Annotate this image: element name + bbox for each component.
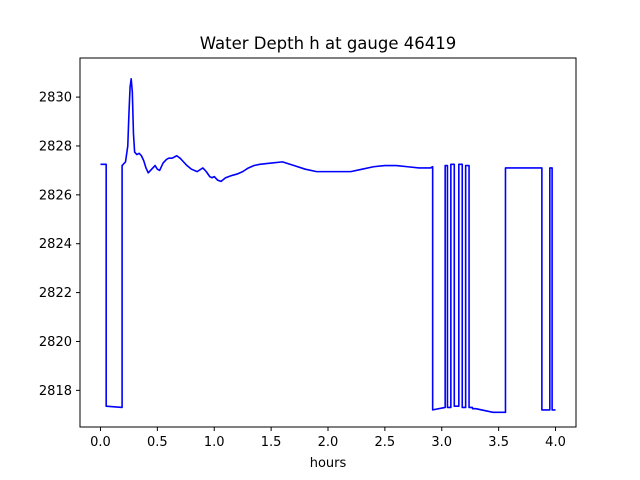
x-tick-label: 1.0 [204,435,225,450]
y-axis-ticks: 2818 2820 2822 2824 2826 2828 2830 [39,91,80,399]
x-tick-label: 2.0 [318,435,339,450]
x-tick-label: 0.5 [147,435,168,450]
x-tick-label: 3.0 [431,435,452,450]
x-tick-label: 0.0 [90,435,111,450]
y-tick-label: 2830 [39,91,72,106]
y-tick-label: 2824 [39,237,72,252]
y-tick-label: 2828 [39,139,72,154]
y-tick-label: 2826 [39,188,72,203]
y-tick-label: 2822 [39,286,72,301]
x-axis-ticks: 0.0 0.5 1.0 1.5 2.0 2.5 3.0 3.5 4.0 [90,427,566,450]
y-tick-label: 2820 [39,335,72,350]
x-tick-label: 2.5 [375,435,396,450]
plot-area [100,77,556,414]
y-tick-label: 2818 [39,384,72,399]
x-tick-label: 4.0 [545,435,566,450]
x-tick-label: 1.5 [261,435,282,450]
series-line-0 [100,77,556,414]
axes-frame [79,57,577,428]
chart-title: Water Depth h at gauge 46419 [200,34,456,53]
x-tick-label: 3.5 [488,435,509,450]
x-axis-label: hours [310,456,347,471]
